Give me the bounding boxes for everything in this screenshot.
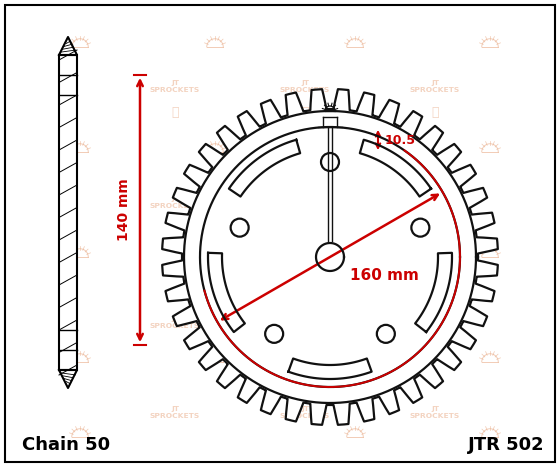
Text: JT
SPROCKETS: JT SPROCKETS [280, 196, 330, 208]
Text: 兆: 兆 [431, 106, 438, 119]
Circle shape [231, 219, 249, 237]
Text: JT
SPROCKETS: JT SPROCKETS [150, 196, 200, 208]
Text: JT
SPROCKETS: JT SPROCKETS [280, 405, 330, 418]
Text: JT
SPROCKETS: JT SPROCKETS [150, 80, 200, 93]
Text: JT
SPROCKETS: JT SPROCKETS [410, 316, 460, 328]
Text: 140 mm: 140 mm [117, 178, 131, 241]
Text: 兆: 兆 [431, 290, 438, 304]
Text: JT
SPROCKETS: JT SPROCKETS [150, 316, 200, 328]
Bar [59, 55, 77, 370]
Text: JT
SPROCKETS: JT SPROCKETS [280, 80, 330, 93]
Circle shape [377, 325, 395, 343]
Text: JT
SPROCKETS: JT SPROCKETS [410, 80, 460, 93]
Text: 兆: 兆 [171, 285, 179, 298]
Text: 兆: 兆 [301, 106, 309, 119]
Text: 兆: 兆 [301, 285, 309, 298]
Text: JT
SPROCKETS: JT SPROCKETS [410, 405, 460, 418]
Circle shape [412, 219, 430, 237]
Text: 160 mm: 160 mm [350, 268, 419, 283]
Text: Chain 50: Chain 50 [22, 436, 110, 454]
Text: 10.5: 10.5 [385, 134, 416, 147]
Bar [59, 55, 77, 370]
Polygon shape [162, 89, 498, 425]
Text: JT
SPROCKETS: JT SPROCKETS [410, 196, 460, 208]
Text: JT
SPROCKETS: JT SPROCKETS [150, 405, 200, 418]
Text: 兆: 兆 [171, 106, 179, 119]
Text: JTR 502: JTR 502 [468, 436, 545, 454]
Circle shape [321, 153, 339, 171]
Text: JT
SPROCKETS: JT SPROCKETS [280, 316, 330, 328]
Circle shape [265, 325, 283, 343]
